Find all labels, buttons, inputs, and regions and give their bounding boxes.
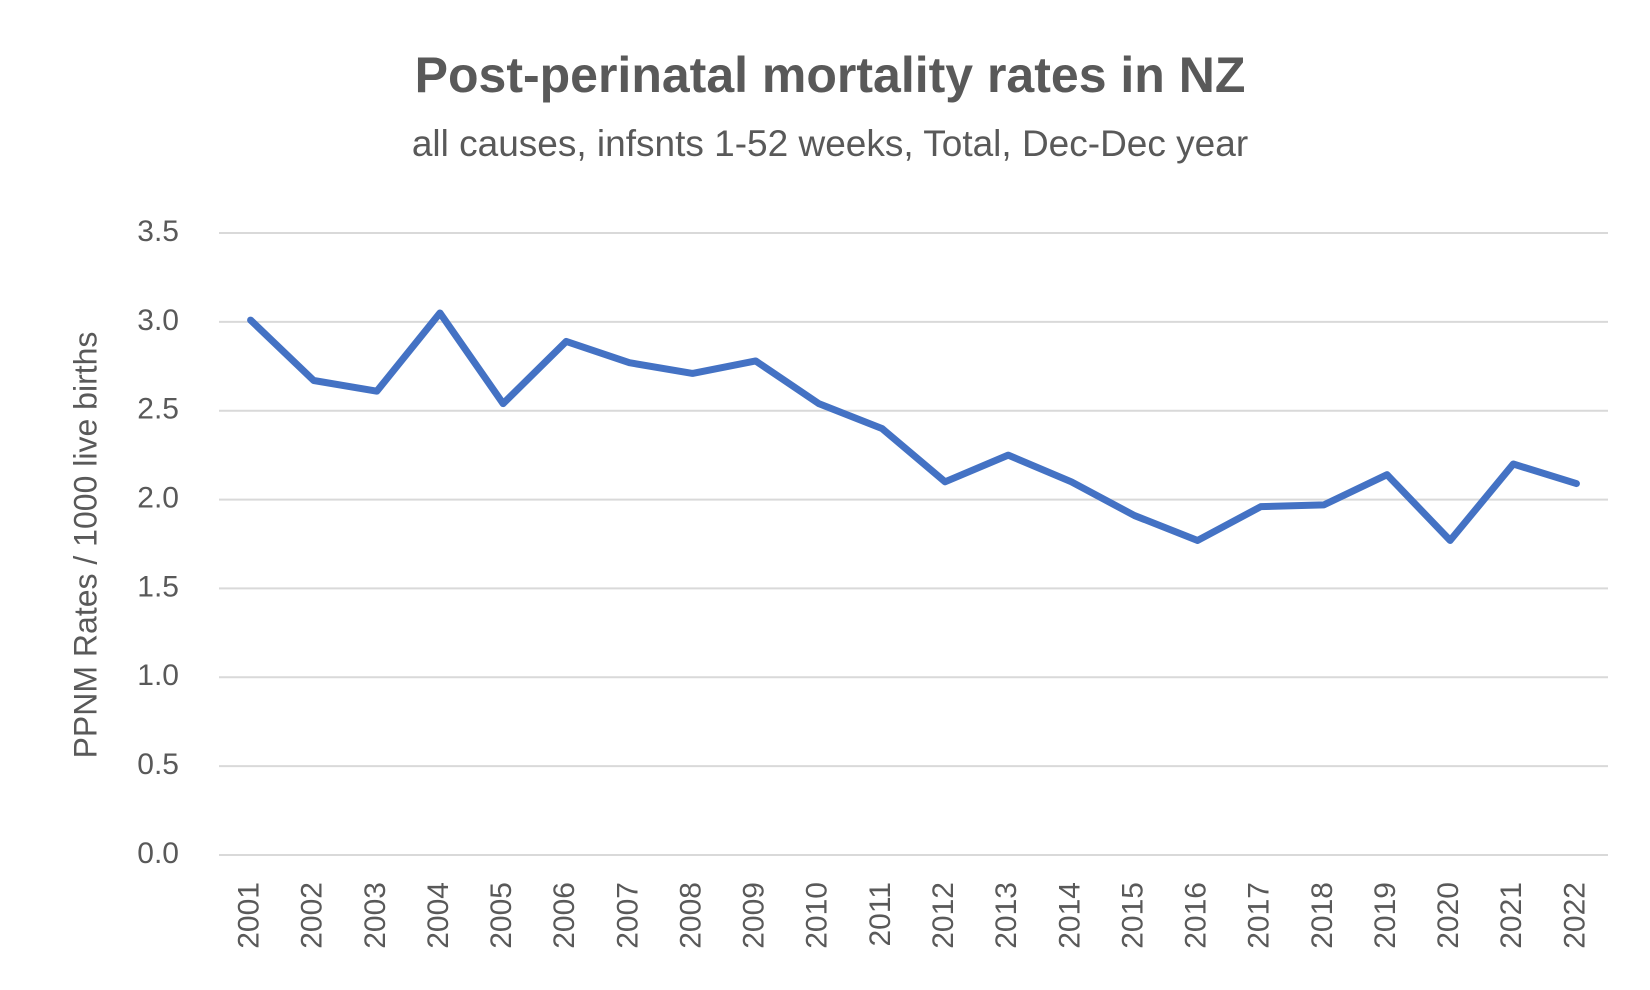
x-tick-label: 2009	[738, 882, 771, 949]
y-tick-label: 3.0	[137, 304, 179, 337]
x-tick-label: 2002	[296, 882, 329, 949]
x-tick-label: 2018	[1306, 882, 1339, 949]
data-line	[247, 309, 1580, 544]
y-tick-label: 2.5	[137, 393, 179, 426]
x-tick-label: 2008	[674, 882, 707, 949]
x-tick-label: 2003	[359, 882, 392, 949]
x-tick-label: 2010	[801, 882, 834, 949]
x-tick-label: 2011	[864, 882, 897, 947]
x-tick-label: 2016	[1180, 882, 1213, 949]
x-tick-label: 2021	[1495, 882, 1528, 949]
y-tick-label: 1.0	[137, 659, 179, 692]
x-tick-label: 2001	[232, 882, 265, 949]
x-tick-label: 2019	[1369, 882, 1402, 949]
chart-title: Post-perinatal mortality rates in NZ	[415, 47, 1246, 103]
x-tick-label: 2013	[990, 882, 1023, 949]
y-tick-label: 0.0	[137, 837, 179, 870]
y-axis-title: PPNM Rates / 1000 live births	[67, 332, 103, 759]
y-tick-label: 3.5	[137, 215, 179, 248]
x-tick-label: 2015	[1116, 882, 1149, 949]
x-tick-label: 2017	[1243, 882, 1276, 949]
x-tick-label: 2004	[422, 882, 455, 949]
x-tick-label: 2012	[927, 882, 960, 949]
x-tick-label: 2005	[485, 882, 518, 949]
chart-subtitle: all causes, infsnts 1-52 weeks, Total, D…	[412, 123, 1248, 164]
y-tick-label: 0.5	[137, 748, 179, 781]
x-tick-label: 2007	[611, 882, 644, 949]
x-tick-label: 2006	[548, 882, 581, 949]
y-tick-label: 1.5	[137, 570, 179, 603]
x-tick-label: 2022	[1558, 882, 1591, 949]
y-tick-label: 2.0	[137, 481, 179, 514]
x-tick-label: 2014	[1053, 882, 1086, 949]
x-tick-label: 2020	[1432, 882, 1465, 949]
